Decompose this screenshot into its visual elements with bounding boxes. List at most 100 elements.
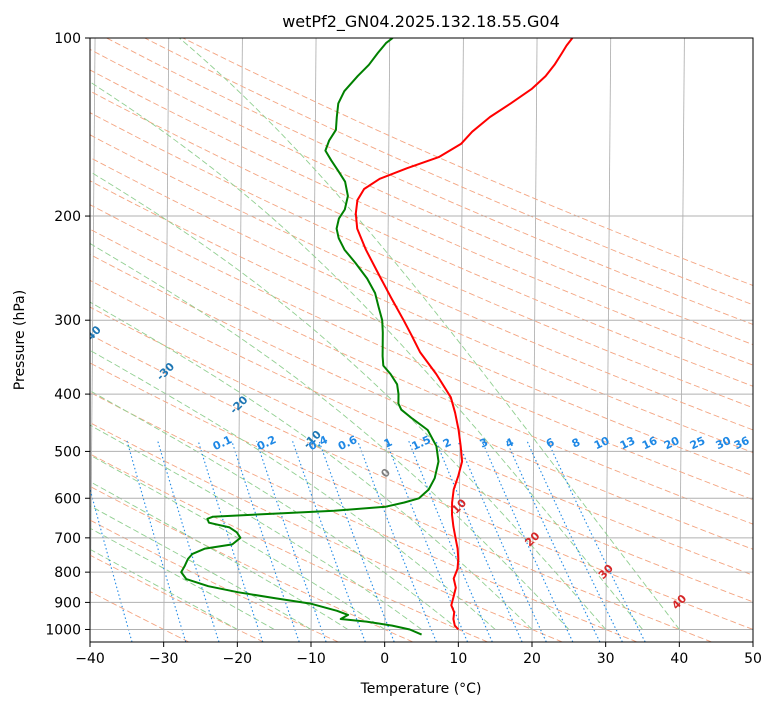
mixing-ratio-label: 10 bbox=[592, 434, 612, 452]
mixing-ratio-line bbox=[291, 440, 366, 642]
y-axis: 1000 900 800 700 600 500 400 300 200 100 bbox=[45, 31, 90, 638]
moist-adiabat-line bbox=[90, 81, 643, 630]
dry-adiabat-line bbox=[90, 134, 753, 431]
x-tick-label: 20 bbox=[523, 651, 541, 667]
y-tick-label: 400 bbox=[54, 387, 81, 403]
dry-adiabat-line bbox=[90, 306, 753, 603]
mixing-ratio-label: 0.1 bbox=[211, 433, 234, 453]
mixing-ratio-label: 36 bbox=[732, 434, 752, 452]
x-tick-label: 50 bbox=[744, 651, 762, 667]
moist-adiabat-line bbox=[90, 390, 459, 630]
moist-adiabat-line bbox=[90, 481, 349, 630]
moist-adiabat-line bbox=[179, 38, 680, 630]
mixing-ratio-label: 4 bbox=[503, 435, 516, 450]
x-tick-label: −30 bbox=[149, 651, 179, 667]
dewpoint-profile-line bbox=[180, 38, 440, 636]
isotherm-label: -30 bbox=[154, 360, 177, 383]
mixing-ratio-line bbox=[506, 440, 601, 642]
x-tick-label: 40 bbox=[670, 651, 688, 667]
dry-adiabat-line bbox=[90, 485, 414, 642]
x-tick-label: 10 bbox=[449, 651, 467, 667]
mixing-ratio-label: 16 bbox=[640, 434, 660, 452]
y-tick-label: 100 bbox=[54, 31, 81, 47]
mixing-ratio-label: 0.2 bbox=[255, 433, 278, 453]
dry-adiabat-line bbox=[90, 180, 753, 477]
moist-adiabat-line bbox=[90, 454, 386, 630]
moist-adiabat-line bbox=[90, 424, 422, 630]
mixing-ratio-label: 6 bbox=[544, 435, 557, 450]
dry-adiabat-line bbox=[90, 69, 753, 366]
isotherm-label: 20 bbox=[522, 529, 542, 549]
mixing-ratio-line bbox=[457, 440, 547, 642]
mixing-ratio-line bbox=[408, 440, 493, 642]
mixing-ratio-line bbox=[197, 440, 264, 642]
background-lines bbox=[90, 38, 753, 642]
mixing-ratio-line bbox=[526, 440, 623, 642]
dry-adiabat-line bbox=[90, 334, 753, 630]
isotherm-line bbox=[678, 38, 685, 642]
y-tick-label: 300 bbox=[54, 313, 81, 329]
moist-adiabat-line bbox=[90, 171, 607, 630]
x-axis: −40 −30 −20 −10 0 10 20 30 40 50 bbox=[75, 642, 762, 667]
mixing-ratio-label: 8 bbox=[570, 436, 582, 451]
mixing-ratio-line bbox=[385, 440, 469, 642]
isotherm-label: 40 bbox=[669, 592, 689, 612]
mixing-ratio-label: 2 bbox=[441, 436, 453, 451]
isotherm-label: 30 bbox=[596, 562, 616, 582]
y-tick-label: 600 bbox=[54, 491, 81, 507]
profile-series bbox=[180, 38, 574, 636]
y-tick-label: 900 bbox=[54, 595, 81, 611]
y-tick-label: 700 bbox=[54, 531, 81, 547]
mixing-ratio-line bbox=[90, 487, 133, 642]
isotherm-label: -20 bbox=[227, 393, 250, 416]
x-tick-label: −10 bbox=[296, 651, 326, 667]
mixing-ratio-label: 30 bbox=[714, 434, 734, 452]
plot-frame bbox=[89, 37, 754, 643]
mixing-ratio-label: 20 bbox=[662, 434, 682, 452]
isotherm-label: -40 bbox=[81, 323, 104, 346]
inline-line-labels: -100-90-80-70-60-50-40-30-20-10010203040… bbox=[81, 323, 752, 612]
mixing-ratio-line bbox=[126, 440, 187, 642]
x-tick-label: 0 bbox=[380, 651, 389, 667]
isotherm-line bbox=[752, 594, 753, 642]
mixing-ratio-label: 1 bbox=[382, 436, 394, 451]
moist-adiabat-line bbox=[90, 242, 570, 630]
isotherm-line bbox=[457, 38, 464, 642]
y-tick-label: 500 bbox=[54, 444, 81, 460]
mixing-ratio-line bbox=[318, 440, 395, 642]
temperature-profile-line bbox=[354, 38, 574, 631]
y-tick-label: 200 bbox=[54, 209, 81, 225]
isotherm-line bbox=[90, 38, 96, 642]
x-tick-label: −40 bbox=[75, 651, 105, 667]
moist-adiabat-line bbox=[90, 527, 275, 630]
dry-adiabat-line bbox=[90, 90, 753, 387]
y-tick-label: 1000 bbox=[45, 622, 81, 638]
dry-adiabat-line bbox=[90, 519, 339, 642]
dry-adiabat-line bbox=[90, 48, 753, 346]
x-axis-label: Temperature (°C) bbox=[360, 681, 482, 697]
dry-adiabat-line bbox=[90, 228, 753, 525]
dry-adiabat-line bbox=[182, 38, 753, 286]
isotherm-line bbox=[531, 38, 538, 642]
chart-title: wetPf2_GN04.2025.132.18.55.G04 bbox=[282, 12, 560, 32]
moist-adiabat-line bbox=[90, 505, 312, 630]
moist-adiabat-line bbox=[90, 349, 496, 630]
dry-adiabat-line bbox=[90, 362, 712, 642]
isotherm-line bbox=[384, 38, 391, 642]
isotherm-line bbox=[163, 38, 170, 642]
dry-adiabat-line bbox=[90, 422, 563, 642]
y-tick-label: 800 bbox=[54, 565, 81, 581]
dry-adiabat-line bbox=[90, 590, 190, 642]
dry-adiabat-line bbox=[90, 453, 488, 642]
mixing-ratio-label: 25 bbox=[688, 434, 707, 452]
dry-adiabat-line bbox=[90, 391, 638, 642]
mixing-ratio-line bbox=[547, 440, 646, 642]
dry-adiabat-line bbox=[90, 554, 264, 642]
gridlines bbox=[90, 38, 753, 630]
y-axis-label: Pressure (hPa) bbox=[12, 290, 28, 390]
dry-adiabat-line bbox=[90, 204, 753, 501]
mixing-ratio-label: 0.6 bbox=[336, 433, 359, 453]
mixing-ratio-label: 13 bbox=[618, 434, 637, 452]
x-tick-label: 30 bbox=[597, 651, 615, 667]
